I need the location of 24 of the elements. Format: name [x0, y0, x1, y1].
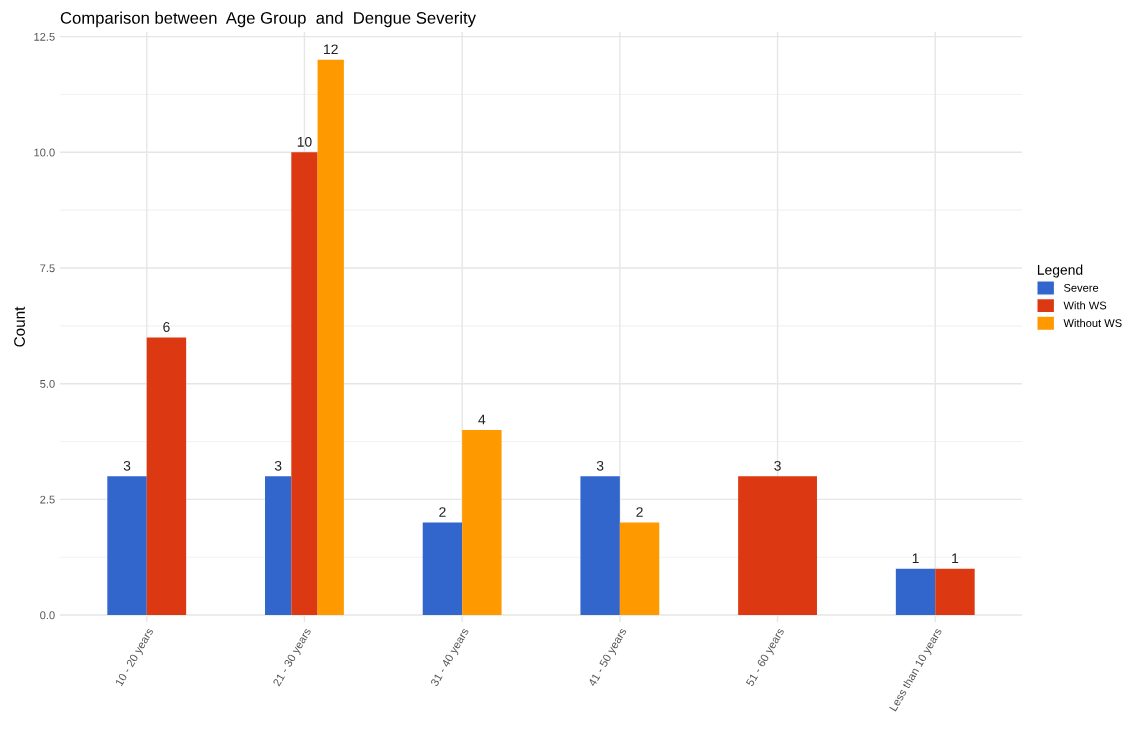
y-tick-label: 12.5 — [34, 32, 55, 41]
data-label: 3 — [774, 460, 781, 471]
data-label: 6 — [163, 322, 170, 332]
data-label: 2 — [636, 507, 643, 517]
y-axis-title: Count — [14, 306, 25, 347]
data-label: 3 — [596, 460, 604, 471]
chart-title: Comparison between Age Group and Dengue Severity — [60, 11, 476, 28]
data-label: 3 — [274, 460, 282, 471]
y-tick-label: 10.0 — [34, 148, 55, 157]
y-tick-label: 0.0 — [40, 611, 55, 620]
data-label: 12 — [324, 44, 338, 55]
data-label: 3 — [123, 460, 131, 471]
y-tick-label: 7.5 — [40, 264, 55, 273]
y-tick-label: 5.0 — [40, 379, 55, 388]
y-tick-label: 2.5 — [40, 495, 55, 504]
data-label: 10 — [297, 136, 312, 147]
legend-label: With WS — [1063, 301, 1107, 310]
data-label: 1 — [952, 553, 959, 564]
data-label: 1 — [912, 553, 919, 564]
legend-label: Severe — [1063, 283, 1099, 292]
data-label: 4 — [478, 414, 486, 425]
legend-label: Without WS — [1063, 318, 1122, 327]
data-label: 2 — [439, 507, 446, 517]
legend-title: Legend — [1037, 264, 1083, 278]
